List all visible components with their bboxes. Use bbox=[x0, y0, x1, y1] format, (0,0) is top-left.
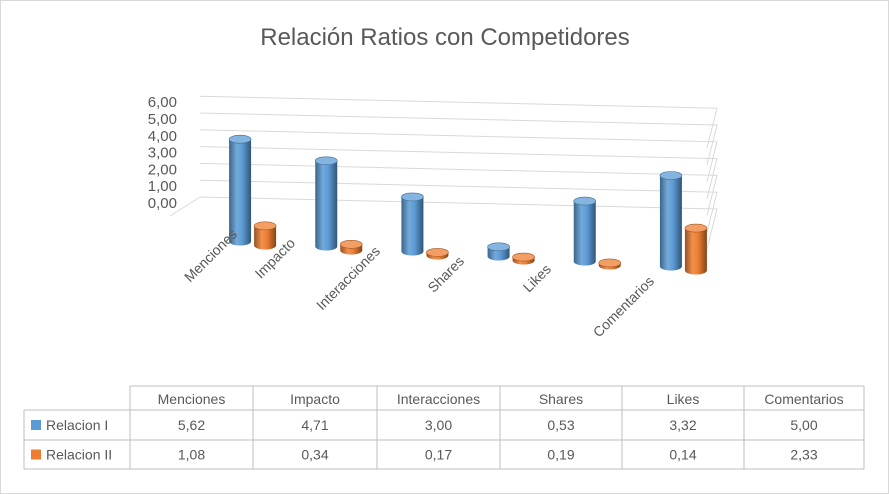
gridline bbox=[199, 129, 718, 182]
bar-relacion-ii bbox=[426, 248, 449, 260]
plot-area bbox=[228, 134, 708, 275]
table-value-cell: 0,53 bbox=[547, 417, 574, 433]
y-tick-label: 5,00 bbox=[148, 111, 177, 128]
category-label: Comentarios bbox=[590, 273, 657, 340]
y-axis-ticks: 0,001,002,003,004,005,006,00 bbox=[148, 94, 177, 212]
table-value-cell: 3,32 bbox=[669, 417, 696, 433]
table-header-cell: Interacciones bbox=[397, 391, 480, 407]
gridlines bbox=[169, 95, 718, 250]
gridline bbox=[199, 196, 718, 250]
data-table: Menciones Impacto Interacciones Shares Likes… bbox=[23, 385, 865, 470]
legend-label: Relacion I bbox=[46, 417, 108, 433]
table-value-cell: 3,00 bbox=[425, 417, 452, 433]
category-label: Menciones bbox=[181, 226, 240, 285]
bar-relacion-ii bbox=[339, 240, 363, 255]
table-value-cell: 4,71 bbox=[301, 417, 328, 433]
table-value-cell: 0,14 bbox=[669, 447, 696, 463]
gridline bbox=[199, 179, 718, 233]
category-label: Likes bbox=[520, 261, 554, 295]
table-value-cell: 5,00 bbox=[790, 417, 817, 433]
y-tick-label: 3,00 bbox=[148, 145, 177, 162]
table-header-cell: Likes bbox=[667, 391, 700, 407]
y-tick-label: 0,00 bbox=[148, 195, 177, 212]
chart-title: Relación Ratios con Competidores bbox=[260, 24, 630, 51]
bar-relacion-i bbox=[228, 134, 252, 246]
bar-relacion-ii bbox=[512, 252, 535, 265]
table-value-cell: 0,17 bbox=[425, 447, 452, 463]
bar-relacion-i bbox=[573, 196, 597, 266]
gridline bbox=[199, 112, 718, 166]
gridline bbox=[199, 162, 718, 216]
table-value-cell: 2,33 bbox=[790, 447, 817, 463]
y-tick-label: 6,00 bbox=[148, 94, 177, 111]
table-header-cell: Impacto bbox=[290, 391, 340, 407]
table-value-cell: 0,19 bbox=[547, 447, 574, 463]
legend-swatch bbox=[31, 449, 41, 460]
bar-relacion-ii bbox=[598, 258, 622, 270]
bar-relacion-ii bbox=[253, 221, 277, 250]
gridline bbox=[199, 95, 718, 149]
bar-relacion-i bbox=[401, 192, 424, 256]
floor-edge bbox=[169, 196, 201, 217]
legend-label: Relacion II bbox=[46, 447, 112, 463]
y-tick-label: 4,00 bbox=[148, 128, 177, 145]
y-tick-label: 1,00 bbox=[148, 178, 177, 195]
legend-swatch bbox=[31, 420, 41, 430]
gridline bbox=[199, 146, 718, 199]
table-value-cell: 0,34 bbox=[301, 447, 328, 463]
table-value-cell: 1,08 bbox=[178, 447, 205, 463]
table-header-cell: Comentarios bbox=[764, 391, 843, 407]
bar-relacion-i bbox=[314, 156, 338, 251]
bar-relacion-i bbox=[659, 171, 683, 271]
table-value-cell: 5,62 bbox=[178, 417, 205, 433]
y-tick-label: 2,00 bbox=[148, 161, 177, 178]
table-header-cell: Shares bbox=[539, 391, 583, 407]
category-label: Shares bbox=[424, 253, 467, 296]
bar-relacion-i bbox=[487, 242, 510, 261]
table-header-cell: Menciones bbox=[158, 391, 226, 407]
bar-relacion-ii bbox=[684, 223, 708, 275]
